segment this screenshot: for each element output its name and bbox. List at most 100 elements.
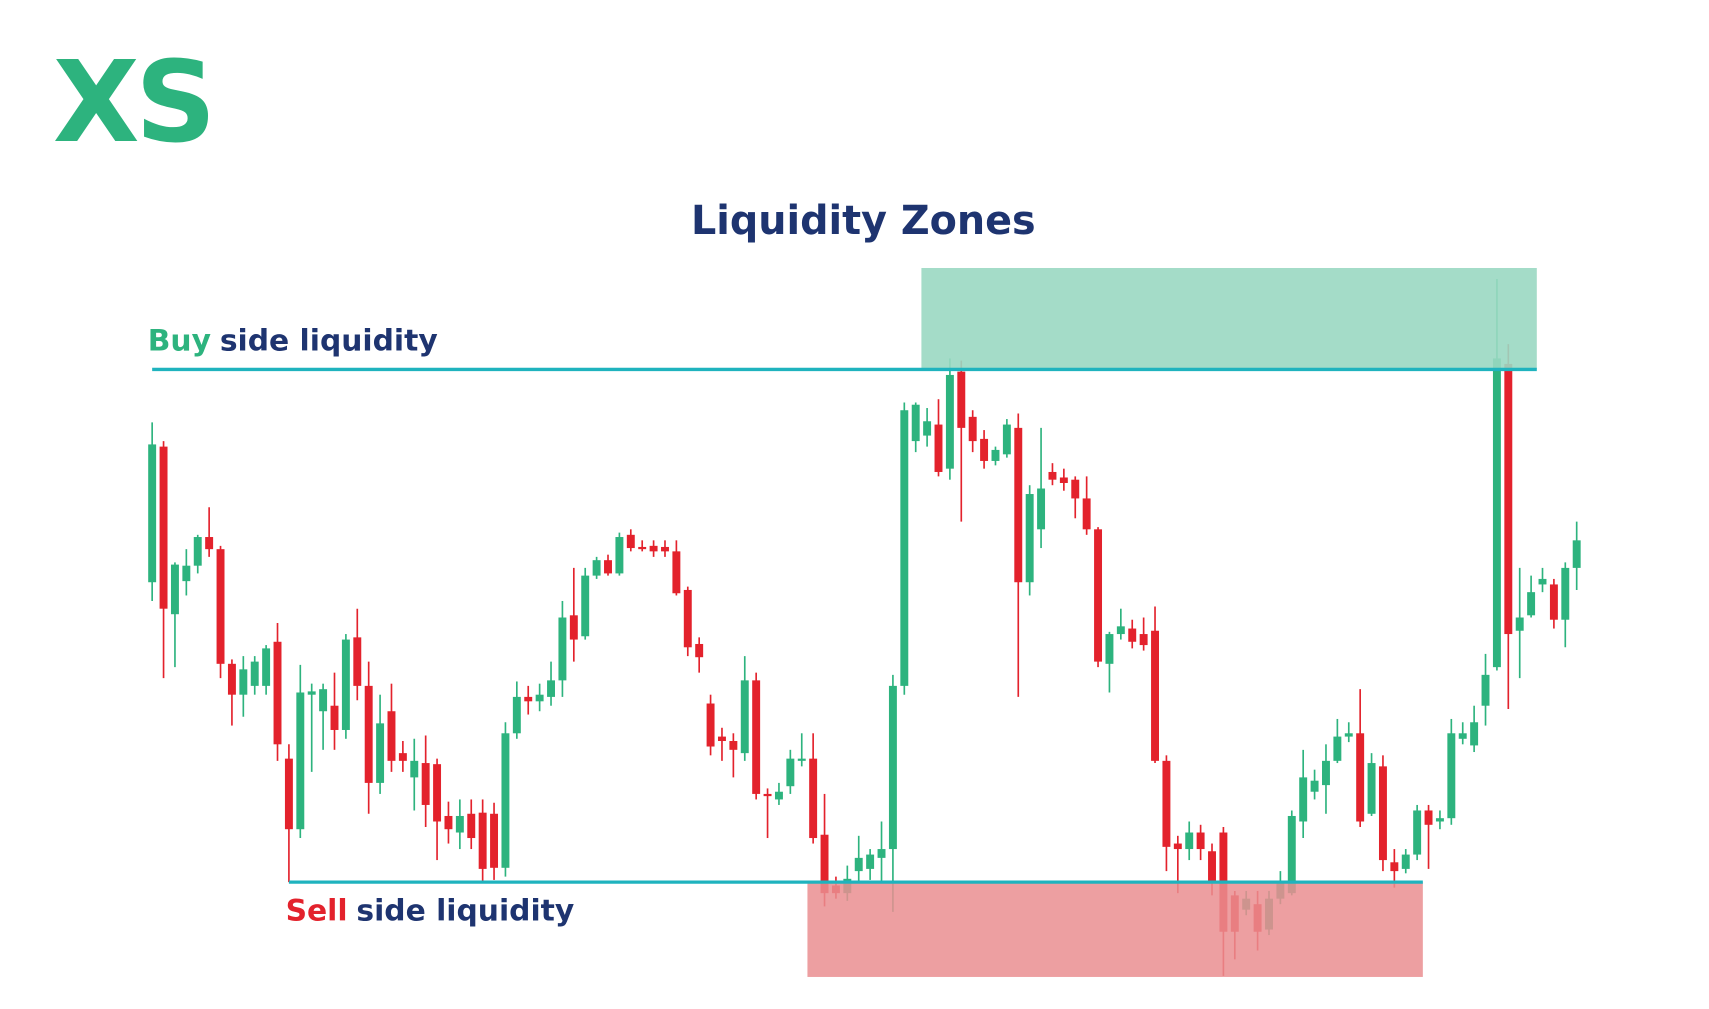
candle-body bbox=[706, 703, 715, 747]
candle-body bbox=[945, 374, 954, 469]
candle-body bbox=[262, 648, 271, 686]
candle-body bbox=[980, 438, 989, 461]
chart-title: Liquidity Zones bbox=[691, 198, 1036, 244]
candle-body bbox=[740, 680, 749, 754]
candle-body bbox=[1287, 815, 1296, 894]
candle-body bbox=[216, 549, 225, 664]
candle-body bbox=[284, 758, 293, 830]
logo: XS bbox=[53, 37, 212, 168]
sell-side-label: Sell side liquidity bbox=[286, 894, 575, 929]
candle-body bbox=[1572, 540, 1581, 568]
candle-body bbox=[797, 758, 806, 761]
candle-body bbox=[547, 680, 555, 697]
candle-body bbox=[1515, 617, 1524, 631]
candle-body bbox=[1128, 628, 1137, 642]
candle-body bbox=[1059, 477, 1068, 483]
candle-body bbox=[478, 812, 487, 869]
candle-body bbox=[911, 404, 920, 442]
candle-body bbox=[695, 643, 704, 658]
candle-body bbox=[1310, 780, 1319, 792]
candle-body bbox=[615, 537, 624, 574]
candle-body bbox=[1208, 851, 1216, 883]
candle-body bbox=[307, 691, 316, 695]
candle-body bbox=[1322, 760, 1330, 786]
candle-body bbox=[148, 444, 157, 583]
candle-body bbox=[1401, 854, 1410, 869]
candle-body bbox=[820, 834, 829, 894]
candle-body bbox=[467, 813, 476, 839]
candle-body bbox=[1025, 494, 1034, 583]
candle-body bbox=[1527, 592, 1536, 616]
candle-body bbox=[774, 791, 783, 800]
candle-body bbox=[672, 551, 681, 594]
candle-body bbox=[501, 733, 510, 868]
candle-body bbox=[923, 421, 932, 436]
candle-body bbox=[1173, 843, 1182, 850]
candle-body bbox=[763, 793, 772, 797]
candle-body bbox=[604, 560, 612, 574]
candle-body bbox=[376, 723, 385, 783]
candle-body bbox=[1071, 479, 1080, 499]
candle-body bbox=[444, 815, 453, 830]
label-highlight: Sell bbox=[286, 894, 348, 929]
label-text: side liquidity bbox=[356, 894, 574, 929]
candle-body bbox=[1116, 626, 1125, 635]
candle-body bbox=[786, 758, 795, 787]
candle-body bbox=[227, 663, 236, 695]
candle-body bbox=[1435, 818, 1444, 822]
candle-body bbox=[558, 617, 567, 681]
candle-body bbox=[410, 760, 419, 778]
candle-body bbox=[1424, 810, 1433, 825]
candle-body bbox=[296, 692, 305, 830]
candle-body bbox=[1048, 471, 1057, 480]
candle-body bbox=[569, 615, 578, 640]
candle-body bbox=[330, 705, 339, 730]
candle-body bbox=[626, 534, 635, 549]
candle-body bbox=[159, 446, 168, 609]
candle-body bbox=[809, 758, 818, 839]
candle-body bbox=[1356, 733, 1365, 822]
candle-body bbox=[182, 565, 191, 582]
candle-body bbox=[353, 637, 362, 686]
plot bbox=[148, 267, 1581, 977]
candle-body bbox=[1151, 630, 1159, 761]
candle-body bbox=[683, 589, 692, 648]
label-highlight: Buy bbox=[148, 324, 211, 359]
candle-body bbox=[490, 813, 499, 868]
candle-body bbox=[524, 696, 533, 702]
candle-body bbox=[1413, 810, 1422, 855]
candle-body bbox=[1447, 733, 1456, 819]
candle-body bbox=[752, 680, 761, 794]
candle-body bbox=[661, 546, 669, 552]
candle-body bbox=[319, 689, 328, 712]
candle-body bbox=[1196, 832, 1205, 850]
sell-side-zone bbox=[807, 882, 1423, 977]
candle-body bbox=[866, 854, 875, 869]
candle-body bbox=[1185, 832, 1194, 850]
candle-body bbox=[877, 849, 886, 858]
candle-body bbox=[1094, 529, 1103, 662]
candle-body bbox=[205, 537, 214, 550]
candle-body bbox=[718, 736, 726, 742]
candle-body bbox=[1333, 736, 1342, 761]
candle-body bbox=[170, 564, 179, 615]
candle-body bbox=[1458, 733, 1467, 739]
candle-body bbox=[1139, 634, 1148, 646]
label-text: side liquidity bbox=[220, 324, 438, 359]
candle-body bbox=[991, 449, 1000, 461]
candle-body bbox=[1538, 578, 1547, 585]
candle-body bbox=[535, 694, 544, 702]
candle-body bbox=[729, 741, 738, 750]
candle-body bbox=[638, 546, 647, 550]
candle-body bbox=[968, 416, 977, 442]
candle-body bbox=[1344, 733, 1353, 737]
candle-body bbox=[239, 669, 248, 695]
candle-body bbox=[1470, 722, 1479, 746]
candle-body bbox=[341, 639, 350, 730]
candle-body bbox=[273, 641, 282, 745]
candle-body bbox=[1481, 674, 1490, 706]
candle-body bbox=[592, 560, 601, 576]
candle-body bbox=[455, 815, 464, 833]
candle-body bbox=[364, 685, 373, 783]
